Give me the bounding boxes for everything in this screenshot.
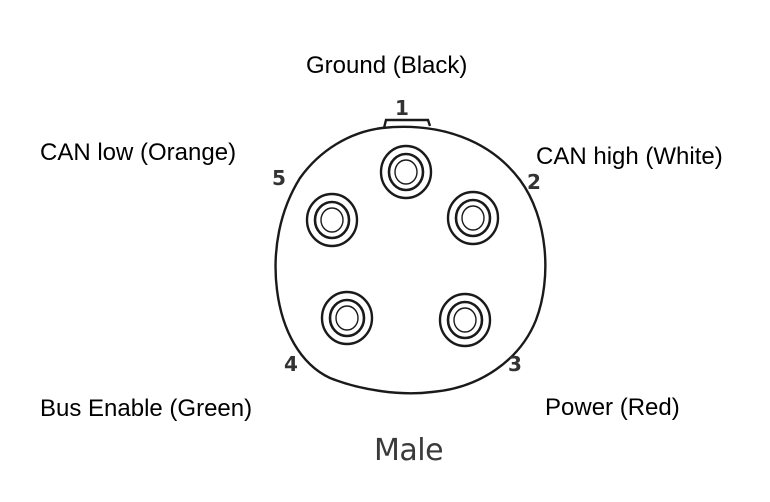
connector-gender-label: Male: [374, 433, 444, 468]
pin-3-label: Power (Red): [545, 394, 680, 421]
pin-3-number: 3: [508, 352, 522, 376]
pin-4-number: 4: [284, 352, 298, 376]
pin-2-label: CAN high (White): [536, 143, 723, 170]
pin-4-label: Bus Enable (Green): [40, 395, 253, 422]
pin-4-socket: [320, 290, 374, 346]
pin-5-label: CAN low (Orange): [40, 139, 237, 166]
pin-2-number: 2: [527, 170, 541, 194]
pin-1-number: 1: [395, 96, 409, 120]
connector-key-notch: [382, 118, 432, 129]
pin-5-number: 5: [272, 166, 286, 190]
pin-3-socket: [438, 292, 492, 348]
pin-5-socket: [305, 192, 359, 248]
connector-rim: [274, 125, 547, 395]
pin-1-label: Ground (Black): [306, 52, 468, 79]
pin-1-socket: [379, 144, 433, 200]
pin-2-socket: [446, 190, 500, 246]
connector-outline: [274, 118, 547, 395]
